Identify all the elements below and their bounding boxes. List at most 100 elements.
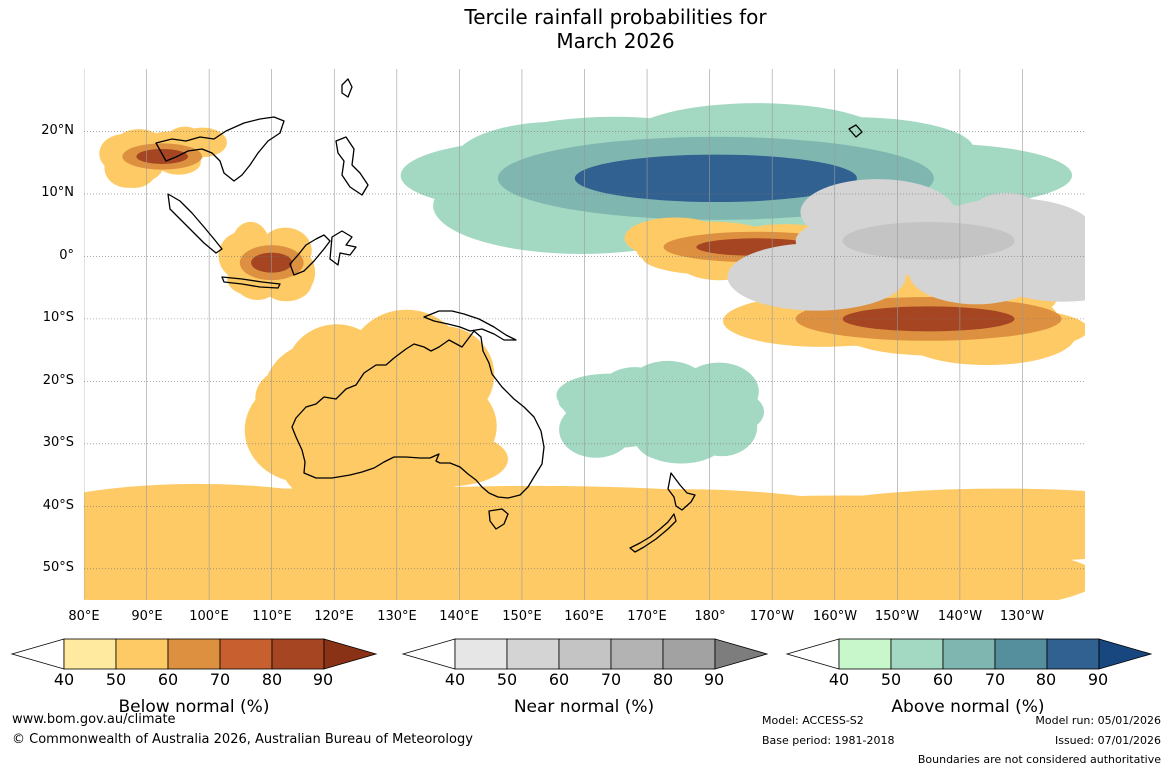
colorbar-segment (610, 638, 664, 670)
map-title: Tercile rainfall probabilities for March… (0, 5, 1173, 53)
philippines-coastline (335, 136, 369, 196)
colorbar-segment (662, 638, 716, 670)
new-guinea-coastline (423, 310, 517, 341)
lon-label-140e: 140°E (439, 609, 479, 624)
new-zealand-south-coastline (629, 513, 677, 553)
field-cell (256, 387, 377, 445)
colorbar-segment (1046, 638, 1100, 670)
java-coastline (221, 276, 281, 289)
new-zealand-north-coastline (667, 472, 696, 511)
colorbar-segment (167, 638, 221, 670)
lat-label-equator: 0° (59, 248, 74, 263)
below-tick-40: 40 (53, 670, 75, 689)
hawaii-coastline (848, 124, 863, 138)
below-tick-80: 80 (261, 670, 283, 689)
lon-label-180: 180° (694, 609, 726, 624)
field-cell (578, 392, 647, 438)
below-normal-colorbar (10, 638, 378, 670)
lon-label-150e: 150°E (502, 609, 542, 624)
above-tick-60: 60 (932, 670, 954, 689)
colorbar-segment (219, 638, 273, 670)
above-tick-50: 50 (880, 670, 902, 689)
colorbar-upper-arrow (1098, 638, 1153, 670)
lon-label-120e: 120°E (314, 609, 354, 624)
colorbar-segment (506, 638, 560, 670)
lon-label-130e: 130°E (377, 609, 417, 624)
website-link[interactable]: www.bom.gov.au/climate (12, 712, 176, 727)
colorbar-segment (558, 638, 612, 670)
anomaly-region-below-4 (218, 221, 316, 302)
near-tick-40: 40 (444, 670, 466, 689)
near-tick-90: 90 (703, 670, 725, 689)
model-name: Model: ACCESS-S2 (762, 714, 864, 727)
field-peak (574, 154, 857, 203)
above-normal-colorbar (785, 638, 1153, 670)
lon-label-90e: 90°E (131, 609, 163, 624)
field-cell (118, 541, 418, 600)
colorbar-segment (454, 638, 508, 670)
colorbar-segment (838, 638, 892, 670)
lon-label-130w: 130°W (999, 609, 1045, 624)
colorbar-segment (942, 638, 996, 670)
below-tick-60: 60 (157, 670, 179, 689)
sulawesi-coastline (329, 230, 357, 266)
below-tick-90: 90 (312, 670, 334, 689)
coastlines (155, 78, 863, 553)
base-period: Base period: 1981-2018 (762, 734, 895, 747)
colorbar-lower-arrow (401, 638, 456, 670)
field-peak (842, 306, 1015, 332)
probability-fields (84, 103, 1085, 600)
colorbar-upper-arrow (323, 638, 378, 670)
above-tick-40: 40 (828, 670, 850, 689)
anomaly-region-below-3 (99, 126, 227, 189)
colorbar-segment (271, 638, 325, 670)
lat-label-30s: 30°S (42, 435, 74, 450)
near-normal-label: Near normal (%) (513, 697, 655, 717)
near-tick-70: 70 (600, 670, 622, 689)
title-line-2: March 2026 (556, 29, 675, 53)
title-line-1: Tercile rainfall probabilities for (464, 5, 767, 29)
colorbar-segment (994, 638, 1048, 670)
colorbar-upper-arrow (714, 638, 769, 670)
copyright-notice: © Commonwealth of Australia 2026, Austra… (12, 732, 473, 747)
field-cell (657, 386, 759, 445)
above-tick-70: 70 (984, 670, 1006, 689)
lat-label-20n: 20°N (41, 123, 74, 138)
lat-label-20s: 20°S (42, 373, 74, 388)
near-normal-colorbar (401, 638, 769, 670)
taiwan-coastline (341, 78, 353, 98)
colorbar-segment (63, 638, 117, 670)
sumatra-coastline (167, 193, 223, 254)
above-tick-90: 90 (1087, 670, 1109, 689)
near-tick-50: 50 (496, 670, 518, 689)
lat-label-40s: 40°S (42, 498, 74, 513)
indochina-coastline (155, 116, 285, 182)
australia-coastline (291, 330, 545, 499)
below-normal-label: Below normal (%) (118, 697, 270, 717)
map-panel (84, 69, 1085, 600)
lon-label-80e: 80°E (68, 609, 100, 624)
model-run-date: Model run: 05/01/2026 (1035, 714, 1161, 727)
lon-label-110e: 110°E (252, 609, 292, 624)
colorbar-segment (115, 638, 169, 670)
near-tick-80: 80 (652, 670, 674, 689)
above-normal-label: Above normal (%) (891, 697, 1045, 717)
graticule (84, 69, 1085, 600)
lon-label-170e: 170°E (627, 609, 667, 624)
colorbar-lower-arrow (10, 638, 65, 670)
above-tick-80: 80 (1035, 670, 1057, 689)
lat-label-50s: 50°S (42, 560, 74, 575)
lat-label-10s: 10°S (42, 310, 74, 325)
lon-label-150w: 150°W (874, 609, 920, 624)
lon-label-160w: 160°W (812, 609, 858, 624)
boundaries-disclaimer: Boundaries are not considered authoritat… (917, 753, 1161, 766)
below-tick-70: 70 (209, 670, 231, 689)
colorbar-segment (890, 638, 944, 670)
lon-label-140w: 140°W (937, 609, 983, 624)
colorbar-lower-arrow (785, 638, 840, 670)
lon-label-100e: 100°E (189, 609, 229, 624)
probability-map (84, 69, 1085, 600)
near-tick-60: 60 (548, 670, 570, 689)
lon-label-170w: 170°W (749, 609, 795, 624)
lat-label-10n: 10°N (41, 185, 74, 200)
